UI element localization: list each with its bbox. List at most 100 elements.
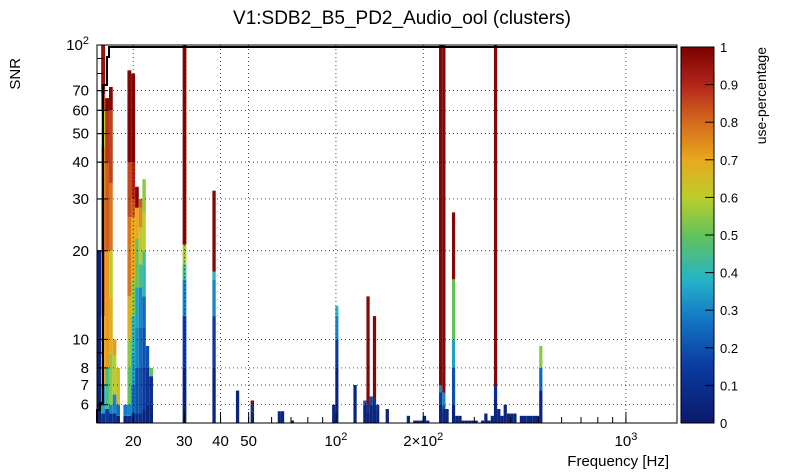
- heatmap-cell: [135, 207, 139, 239]
- heatmap-cell: [366, 296, 370, 405]
- heatmap-cell: [445, 409, 449, 423]
- colorbar-tick-label: 0.5: [720, 228, 738, 243]
- heatmap-cell: [142, 296, 146, 328]
- y-tick-label: 10: [72, 331, 89, 348]
- heatmap-cell: [458, 415, 462, 423]
- heatmap-cell: [413, 420, 417, 423]
- y-axis-label: SNR: [7, 58, 24, 90]
- heatmap-cell: [366, 411, 370, 423]
- staircase-outline: [96, 46, 677, 423]
- heatmap-cell: [127, 339, 132, 368]
- heatmap-cell: [123, 404, 128, 416]
- heatmap-cell: [212, 190, 216, 272]
- heatmap-cell: [109, 413, 113, 423]
- heatmap-cell: [212, 271, 216, 280]
- heatmap-cell: [116, 404, 120, 416]
- heatmap-cell: [503, 404, 507, 423]
- heatmap-cell: [123, 415, 128, 423]
- heatmap-cell: [109, 404, 113, 414]
- y-tick-label: 50: [72, 126, 89, 143]
- heatmap-cell: [335, 316, 339, 340]
- heatmap-cell: [419, 420, 423, 423]
- y-tick-label: 7: [81, 377, 89, 394]
- heatmap-cell: [474, 420, 478, 423]
- heatmap-cell: [353, 385, 357, 423]
- x-tick-label: 102: [325, 431, 348, 450]
- heatmap-cell: [439, 45, 443, 385]
- heatmap-cell: [138, 287, 143, 328]
- heatmap-cell: [335, 305, 339, 317]
- heatmap-cell: [127, 70, 132, 163]
- heatmap-cell: [439, 392, 443, 405]
- heatmap-cell: [149, 376, 154, 405]
- heatmap-cell: [135, 327, 139, 368]
- heatmap-cell: [142, 264, 146, 297]
- colorbar-tick-label: 0.2: [720, 341, 738, 356]
- heatmap-cell: [105, 110, 110, 163]
- heatmap-cell: [335, 367, 339, 423]
- heatmap-cell: [442, 45, 446, 393]
- heatmap-cell: [385, 409, 389, 423]
- heatmap-cell: [369, 404, 373, 423]
- heatmap-cell: [138, 227, 143, 265]
- heatmap-cell: [539, 345, 543, 368]
- colorbar-tick-label: 1: [720, 40, 727, 55]
- colorbar-tick-label: 0.4: [720, 266, 738, 281]
- y-tick-label: 20: [72, 243, 89, 260]
- heatmap-cell: [135, 367, 139, 414]
- heatmap-cell: [142, 409, 146, 423]
- heatmap-cell: [142, 250, 146, 265]
- heatmap-cell: [363, 404, 367, 423]
- heatmap-cell: [138, 207, 143, 228]
- heatmap-cell: [97, 250, 102, 423]
- heatmap-cell: [127, 367, 132, 405]
- heatmap-cell: [519, 415, 524, 423]
- colorbar-tick-label: 0: [720, 416, 727, 431]
- heatmap-cell: [510, 413, 514, 423]
- heatmap-cell: [101, 45, 106, 95]
- heatmap-cell: [372, 316, 377, 399]
- heatmap-cell: [416, 420, 420, 423]
- heatmap-cell: [484, 413, 488, 423]
- heatmap-cell: [481, 420, 485, 423]
- heatmap-cell: [376, 404, 380, 410]
- heatmap-cell: [182, 316, 187, 368]
- heatmap-cell: [138, 198, 143, 208]
- heatmap-cell: [145, 367, 150, 405]
- heatmap-cell: [182, 45, 187, 245]
- heatmap-cell: [127, 217, 132, 297]
- heatmap-cell: [250, 404, 255, 412]
- heatmap-cell: [112, 394, 117, 414]
- heatmap-cell: [250, 400, 255, 405]
- heatmap-cell: [455, 415, 459, 423]
- heatmap-cell: [523, 415, 527, 423]
- heatmap-cell: [182, 367, 187, 423]
- heatmap-cell: [127, 415, 132, 423]
- heatmap-cell: [131, 352, 136, 385]
- colorbar-tick-label: 0.8: [720, 115, 738, 130]
- colorbar-tick-label: 0.7: [720, 153, 738, 168]
- heatmap-cell: [182, 244, 187, 265]
- heatmap-cell: [439, 404, 443, 423]
- colorbar-label: use-percentage: [753, 47, 769, 145]
- y-tick-label: 30: [72, 191, 89, 208]
- heatmap-cell: [135, 413, 139, 423]
- heatmap-cell: [526, 415, 530, 423]
- heatmap-cell: [451, 404, 456, 423]
- heatmap-cell: [464, 420, 469, 423]
- heatmap-cell: [487, 420, 491, 423]
- heatmap-cell: [461, 420, 465, 423]
- heatmap-cell: [116, 367, 120, 405]
- heatmap-cell: [493, 45, 498, 385]
- heatmap-cell: [442, 404, 446, 410]
- heatmap-cell: [138, 264, 143, 288]
- heatmap-cell: [500, 415, 504, 423]
- heatmap-cell: [451, 212, 456, 280]
- colorbar-tick-label: 0.6: [720, 190, 738, 205]
- heatmap-cell: [135, 186, 139, 208]
- plot-frame: [96, 44, 678, 424]
- y-tick-label: 8: [81, 360, 89, 377]
- heatmap-cell: [145, 345, 150, 368]
- heatmap-cell: [101, 413, 106, 423]
- y-tick-label: 70: [72, 83, 89, 100]
